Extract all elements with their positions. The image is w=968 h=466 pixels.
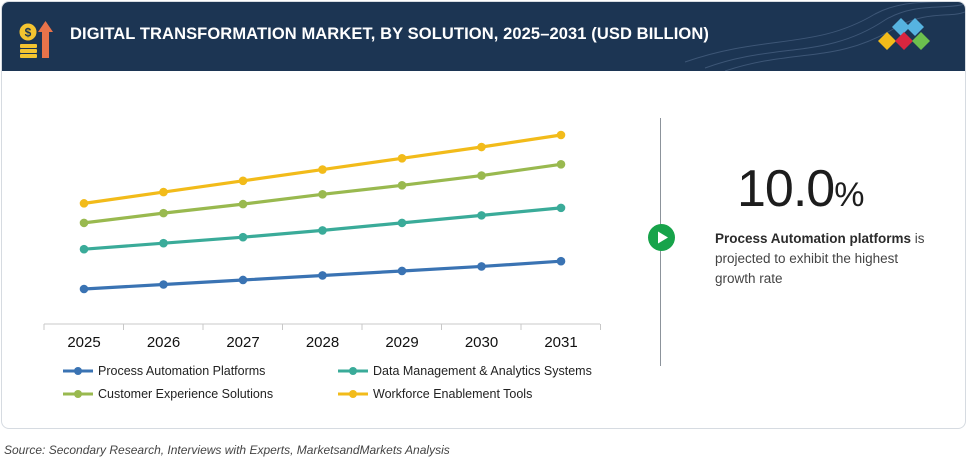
legend-label: Workforce Enablement Tools	[373, 387, 533, 401]
series-data-management-analytics-systems	[79, 203, 566, 254]
legend-item-workforce-enablement-tools[interactable]: Workforce Enablement Tools	[337, 387, 532, 401]
data-point-2030[interactable]	[477, 211, 486, 220]
brand-logo-icon	[878, 18, 930, 50]
data-point-2028[interactable]	[318, 271, 327, 280]
chart-legend: Process Automation Platforms Data Managem…	[62, 364, 622, 410]
data-point-2029[interactable]	[397, 153, 407, 163]
data-point-2025[interactable]	[79, 218, 89, 228]
legend-swatch-icon	[338, 367, 368, 375]
legend-swatch-icon	[63, 390, 93, 398]
data-point-2026[interactable]	[159, 187, 168, 197]
data-point-2026[interactable]	[159, 238, 168, 248]
data-point-2025[interactable]	[79, 199, 89, 208]
data-point-2026[interactable]	[159, 280, 168, 289]
data-point-2031[interactable]	[556, 159, 566, 169]
header-swirl-decoration	[684, 2, 965, 71]
data-point-2029[interactable]	[397, 218, 407, 228]
chart-card: $ DIGITAL TRANSFORMATION MARKET, BY SOLU…	[1, 1, 966, 429]
legend-label: Customer Experience Solutions	[98, 387, 274, 401]
growth-segment-name: Process Automation platforms	[715, 231, 912, 246]
data-point-2030[interactable]	[477, 142, 486, 152]
data-point-2030[interactable]	[477, 262, 486, 271]
series-customer-experience-solutions	[79, 159, 566, 228]
series-workforce-enablement-tools	[79, 130, 566, 208]
source-note: Source: Secondary Research, Interviews w…	[4, 443, 450, 457]
data-point-2028[interactable]	[318, 190, 327, 199]
series-process-automation-platforms	[79, 256, 566, 294]
line-chart: 2025 2026 2027 2028 2029 2030 2031	[43, 130, 601, 351]
growth-rate-number: 10.0	[737, 160, 835, 218]
data-point-2031[interactable]	[556, 256, 566, 266]
coin-growth-icon: $	[18, 21, 53, 58]
legend-item-data-management-analytics-systems[interactable]: Data Management & Analytics Systems	[337, 364, 592, 378]
play-icon[interactable]	[648, 224, 675, 251]
growth-description: Process Automation platforms is projecte…	[715, 229, 930, 289]
growth-rate-unit: %	[834, 176, 865, 214]
x-tick-label-2030: 2030	[465, 334, 498, 351]
chart-title: DIGITAL TRANSFORMATION MARKET, BY SOLUTI…	[70, 25, 709, 43]
data-point-2031[interactable]	[556, 130, 566, 140]
data-point-2027[interactable]	[238, 232, 248, 242]
data-point-2027[interactable]	[238, 275, 248, 285]
svg-text:$: $	[25, 26, 32, 40]
data-point-2028[interactable]	[318, 165, 327, 174]
legend-label: Data Management & Analytics Systems	[373, 364, 592, 378]
data-point-2031[interactable]	[556, 203, 566, 213]
data-point-2028[interactable]	[318, 226, 327, 235]
data-point-2025[interactable]	[79, 284, 89, 294]
legend-swatch-icon	[338, 390, 368, 398]
data-point-2025[interactable]	[79, 244, 89, 254]
x-tick-label-2029: 2029	[385, 334, 418, 351]
x-tick-label-2027: 2027	[226, 334, 259, 351]
data-point-2027[interactable]	[238, 176, 248, 186]
legend-item-customer-experience-solutions[interactable]: Customer Experience Solutions	[62, 387, 273, 401]
x-tick-label-2025: 2025	[67, 334, 100, 351]
data-point-2029[interactable]	[397, 266, 407, 276]
x-tick-label-2031: 2031	[544, 334, 577, 351]
data-point-2030[interactable]	[477, 171, 486, 180]
x-tick-label-2026: 2026	[147, 334, 180, 351]
legend-item-process-automation-platforms[interactable]: Process Automation Platforms	[62, 364, 265, 378]
legend-swatch-icon	[63, 367, 93, 375]
legend-label: Process Automation Platforms	[98, 364, 266, 378]
growth-rate-value: 10.0%	[737, 159, 864, 219]
data-point-2029[interactable]	[397, 181, 407, 190]
chart-header: $ DIGITAL TRANSFORMATION MARKET, BY SOLU…	[2, 2, 965, 71]
data-point-2027[interactable]	[238, 199, 248, 209]
data-point-2026[interactable]	[159, 208, 168, 218]
x-tick-label-2028: 2028	[306, 334, 339, 351]
growth-description-text: is projected to exhibit the highest grow…	[715, 231, 925, 286]
